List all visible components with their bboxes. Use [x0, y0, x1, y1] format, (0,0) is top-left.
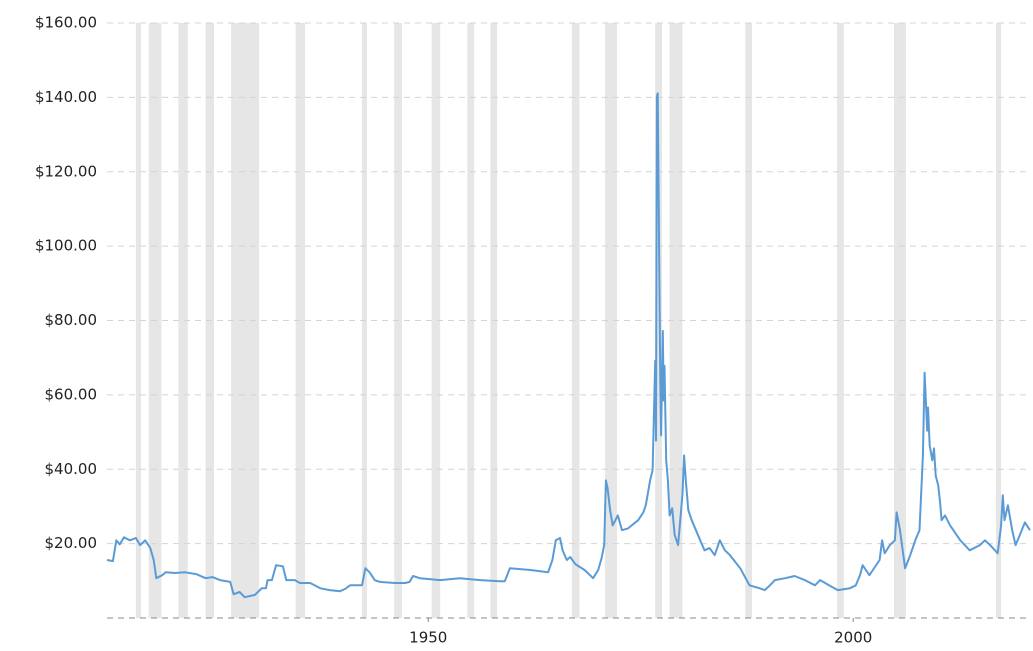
y-tick-label: $100.00 [35, 237, 97, 255]
recession-band [295, 23, 306, 618]
y-tick-label: $160.00 [35, 14, 97, 32]
recession-band [571, 23, 580, 618]
x-tick-label: 1950 [409, 629, 447, 647]
recession-band [837, 23, 844, 618]
y-tick-label: $80.00 [45, 311, 98, 329]
recession-band [431, 23, 441, 618]
y-tick-label: $60.00 [45, 385, 98, 403]
recession-band [135, 23, 141, 618]
y-tick-label: $120.00 [35, 162, 97, 180]
price-line [106, 92, 1031, 599]
x-tick-label: 2000 [834, 629, 872, 647]
recession-band [605, 23, 617, 618]
y-tick-label: $140.00 [35, 88, 97, 106]
y-tick-label: $40.00 [45, 460, 98, 478]
recession-band [178, 23, 188, 618]
y-tick-label: $20.00 [45, 534, 98, 552]
